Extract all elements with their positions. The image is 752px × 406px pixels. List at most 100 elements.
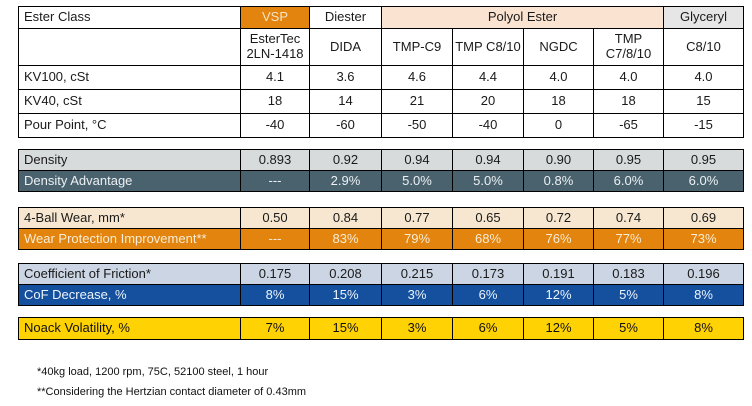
noack-section: Noack Volatility, % 7% 15% 3% 6% 12% 5% …: [18, 317, 744, 340]
group-vsp: VSP: [240, 6, 310, 29]
cell: 0.196: [663, 263, 744, 285]
table-row: KV100, cSt 4.1 3.6 4.6 4.4 4.0 4.0 4.0: [18, 65, 744, 90]
cell: 0.175: [240, 263, 310, 285]
table-row: Noack Volatility, % 7% 15% 3% 6% 12% 5% …: [18, 317, 744, 340]
table-row: 4-Ball Wear, mm* 0.50 0.84 0.77 0.65 0.7…: [18, 207, 744, 229]
cell: 0.50: [240, 207, 310, 229]
cell: -15: [663, 113, 744, 138]
product-name: DIDA: [309, 28, 382, 66]
row-label: KV40, cSt: [18, 89, 241, 114]
cell: 0.191: [523, 263, 594, 285]
product-name: EsterTec 2LN-1418: [240, 28, 310, 66]
cell: 0.173: [452, 263, 524, 285]
cell: 14: [309, 89, 382, 114]
group-diester: Diester: [309, 6, 382, 29]
row-label: CoF Decrease, %: [18, 284, 241, 306]
cell: 0.92: [309, 149, 382, 171]
table-row: EsterTec 2LN-1418 DIDA TMP-C9 TMP C8/10 …: [18, 28, 744, 66]
cell: 15%: [309, 317, 382, 340]
product-name: TMP C7/8/10: [593, 28, 664, 66]
group-polyol-ester: Polyol Ester: [381, 6, 664, 29]
product-name: TMP C8/10: [452, 28, 524, 66]
cell: 20: [452, 89, 524, 114]
cell: 15%: [309, 284, 382, 306]
cell: 4.4: [452, 65, 524, 90]
cell: 0.84: [309, 207, 382, 229]
footnotes: *40kg load, 1200 rpm, 75C, 52100 steel, …: [37, 366, 306, 406]
cell: 3%: [381, 317, 453, 340]
row-label: Wear Protection Improvement**: [18, 228, 241, 250]
ester-comparison-table: Ester Class VSP Diester Polyol Ester Gly…: [18, 6, 744, 138]
cell: 6%: [452, 284, 524, 306]
cell: 0.94: [452, 149, 524, 171]
footnote-test-conditions: *40kg load, 1200 rpm, 75C, 52100 steel, …: [37, 366, 269, 378]
cell: 0.215: [381, 263, 453, 285]
cell: 5.0%: [381, 170, 453, 192]
cell: 0.208: [309, 263, 382, 285]
cell: 0.77: [381, 207, 453, 229]
product-name: TMP-C9: [381, 28, 453, 66]
footnote-hertzian: **Considering the Hertzian contact diame…: [37, 386, 307, 398]
table-row: Ester Class VSP Diester Polyol Ester Gly…: [18, 6, 744, 29]
cell: 5%: [593, 317, 664, 340]
row-label: Pour Point, °C: [18, 113, 241, 138]
cell: 73%: [663, 228, 744, 250]
friction-section: Coefficient of Friction* 0.175 0.208 0.2…: [18, 263, 744, 306]
cell: 8%: [240, 284, 310, 306]
cell: 0.95: [663, 149, 744, 171]
cell: 4.0: [663, 65, 744, 90]
cell: -40: [452, 113, 524, 138]
cell: -65: [593, 113, 664, 138]
table-row: Wear Protection Improvement** --- 83% 79…: [18, 228, 744, 250]
table-row: KV40, cSt 18 14 21 20 18 18 15: [18, 89, 744, 114]
cell: 5.0%: [452, 170, 524, 192]
row-label: Noack Volatility, %: [18, 317, 241, 340]
cell: 3%: [381, 284, 453, 306]
cell: 18: [593, 89, 664, 114]
density-section: Density 0.893 0.92 0.94 0.94 0.90 0.95 0…: [18, 149, 744, 192]
product-name: NGDC: [523, 28, 594, 66]
cell: 0.95: [593, 149, 664, 171]
cell: 4.1: [240, 65, 310, 90]
cell: 83%: [309, 228, 382, 250]
table-row: Pour Point, °C -40 -60 -50 -40 0 -65 -15: [18, 113, 744, 138]
cell: 8%: [663, 317, 744, 340]
cell: 0.74: [593, 207, 664, 229]
wear-section: 4-Ball Wear, mm* 0.50 0.84 0.77 0.65 0.7…: [18, 207, 744, 250]
row-label: KV100, cSt: [18, 65, 241, 90]
cell: 12%: [523, 317, 594, 340]
cell: 21: [381, 89, 453, 114]
cell: 15: [663, 89, 744, 114]
cell: 0.8%: [523, 170, 594, 192]
cell: 18: [240, 89, 310, 114]
cell: 0.69: [663, 207, 744, 229]
cell: 12%: [523, 284, 594, 306]
cell: ---: [240, 170, 310, 192]
row-label: Density Advantage: [18, 170, 241, 192]
product-name: C8/10: [663, 28, 744, 66]
cell: -40: [240, 113, 310, 138]
cell: 0.90: [523, 149, 594, 171]
cell: 0.94: [381, 149, 453, 171]
cell: 0.893: [240, 149, 310, 171]
cell: 8%: [663, 284, 744, 306]
cell: ---: [240, 228, 310, 250]
cell: 77%: [593, 228, 664, 250]
cell: 4.0: [593, 65, 664, 90]
table-row: Density Advantage --- 2.9% 5.0% 5.0% 0.8…: [18, 170, 744, 192]
group-glyceryl: Glyceryl: [663, 6, 744, 29]
table-row: CoF Decrease, % 8% 15% 3% 6% 12% 5% 8%: [18, 284, 744, 306]
cell: 0.72: [523, 207, 594, 229]
cell: 0.183: [593, 263, 664, 285]
row-label: Coefficient of Friction*: [18, 263, 241, 285]
cell: 0: [523, 113, 594, 138]
cell: 76%: [523, 228, 594, 250]
blank-cell: [18, 28, 241, 66]
cell: 18: [523, 89, 594, 114]
cell: 7%: [240, 317, 310, 340]
cell: -50: [381, 113, 453, 138]
cell: 6.0%: [663, 170, 744, 192]
cell: 3.6: [309, 65, 382, 90]
cell: 79%: [381, 228, 453, 250]
cell: 4.6: [381, 65, 453, 90]
